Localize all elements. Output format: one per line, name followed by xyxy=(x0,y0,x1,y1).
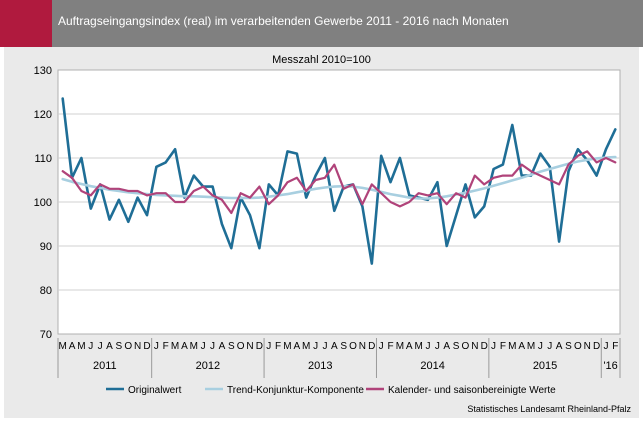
y-tick-label: 70 xyxy=(40,329,52,341)
series-line-3 xyxy=(61,150,617,215)
x-tick-label: J xyxy=(538,341,543,352)
x-tick-label: N xyxy=(359,341,366,352)
x-tick-label: D xyxy=(481,341,488,352)
x-tick-label: A xyxy=(294,341,301,352)
x-tick-label: J xyxy=(154,341,159,352)
x-tick-label: D xyxy=(368,341,375,352)
x-tick-label: J xyxy=(201,341,206,352)
title-bar: Auftragseingangsindex (real) im verarbei… xyxy=(0,0,643,47)
y-tick-label: 130 xyxy=(34,65,52,77)
x-tick-label: F xyxy=(500,341,506,352)
series-line-2 xyxy=(61,155,617,200)
x-tick-label: F xyxy=(163,341,169,352)
x-tick-label: J xyxy=(88,341,93,352)
legend-label: Originalwert xyxy=(128,385,182,396)
year-label: 2012 xyxy=(196,360,220,372)
y-tick-label: 90 xyxy=(40,241,52,253)
year-label: 2014 xyxy=(420,360,444,372)
x-tick-label: A xyxy=(556,341,563,352)
x-tick-label: M xyxy=(527,341,535,352)
x-tick-label: A xyxy=(331,341,338,352)
x-tick-label: J xyxy=(603,341,608,352)
x-tick-label: M xyxy=(302,341,310,352)
x-tick-label: A xyxy=(406,341,413,352)
x-tick-label: A xyxy=(219,341,226,352)
x-tick-label: M xyxy=(59,341,67,352)
x-tick-label: J xyxy=(425,341,430,352)
x-tick-label: N xyxy=(471,341,478,352)
x-tick-label: J xyxy=(379,341,384,352)
x-tick-label: A xyxy=(106,341,113,352)
x-tick-label: D xyxy=(143,341,150,352)
x-tick-label: S xyxy=(116,341,123,352)
legend-label: Kalender- und saisonbereinigte Werte xyxy=(388,385,556,396)
x-tick-label: A xyxy=(181,341,188,352)
x-tick-label: S xyxy=(340,341,347,352)
y-tick-label: 80 xyxy=(40,285,52,297)
chart-subtitle: Messzahl 2010=100 xyxy=(272,54,371,66)
x-tick-label: N xyxy=(246,341,253,352)
x-tick-label: D xyxy=(593,341,600,352)
y-tick-label: 110 xyxy=(34,153,52,165)
x-tick-label: M xyxy=(508,341,516,352)
x-tick-label: D xyxy=(256,341,263,352)
x-tick-label: S xyxy=(228,341,235,352)
year-label: 2013 xyxy=(308,360,332,372)
x-tick-label: J xyxy=(266,341,271,352)
x-tick-label: J xyxy=(313,341,318,352)
x-tick-label: A xyxy=(69,341,76,352)
x-tick-label: J xyxy=(547,341,552,352)
x-tick-label: M xyxy=(396,341,404,352)
x-tick-label: J xyxy=(435,341,440,352)
x-tick-label: O xyxy=(124,341,132,352)
year-label: 2015 xyxy=(533,360,557,372)
brand-accent-block xyxy=(0,0,52,47)
x-tick-label: J xyxy=(98,341,103,352)
year-label: '16 xyxy=(603,360,617,372)
year-label: 2011 xyxy=(93,360,117,372)
x-tick-label: M xyxy=(171,341,179,352)
y-tick-label: 100 xyxy=(34,197,52,209)
x-tick-label: O xyxy=(237,341,245,352)
x-tick-label: S xyxy=(453,341,460,352)
x-tick-label: M xyxy=(77,341,85,352)
x-tick-label: F xyxy=(612,341,618,352)
x-tick-label: S xyxy=(565,341,572,352)
x-tick-label: N xyxy=(584,341,591,352)
page-title: Auftragseingangsindex (real) im verarbei… xyxy=(58,14,509,28)
x-tick-label: N xyxy=(134,341,141,352)
x-tick-label: J xyxy=(491,341,496,352)
x-tick-label: O xyxy=(349,341,357,352)
x-tick-label: J xyxy=(210,341,215,352)
x-tick-label: A xyxy=(443,341,450,352)
x-tick-label: J xyxy=(322,341,327,352)
x-tick-label: M xyxy=(283,341,291,352)
x-tick-label: A xyxy=(518,341,525,352)
x-tick-label: O xyxy=(574,341,582,352)
source-note: Statistisches Landesamt Rheinland-Pfalz xyxy=(467,404,631,414)
legend-label: Trend-Konjunktur-Komponente xyxy=(227,385,364,396)
x-tick-label: M xyxy=(414,341,422,352)
x-tick-label: O xyxy=(462,341,470,352)
x-tick-label: F xyxy=(387,341,393,352)
series-line-1 xyxy=(61,97,617,265)
x-tick-label: M xyxy=(190,341,198,352)
y-tick-label: 120 xyxy=(34,109,52,121)
x-tick-label: F xyxy=(275,341,281,352)
